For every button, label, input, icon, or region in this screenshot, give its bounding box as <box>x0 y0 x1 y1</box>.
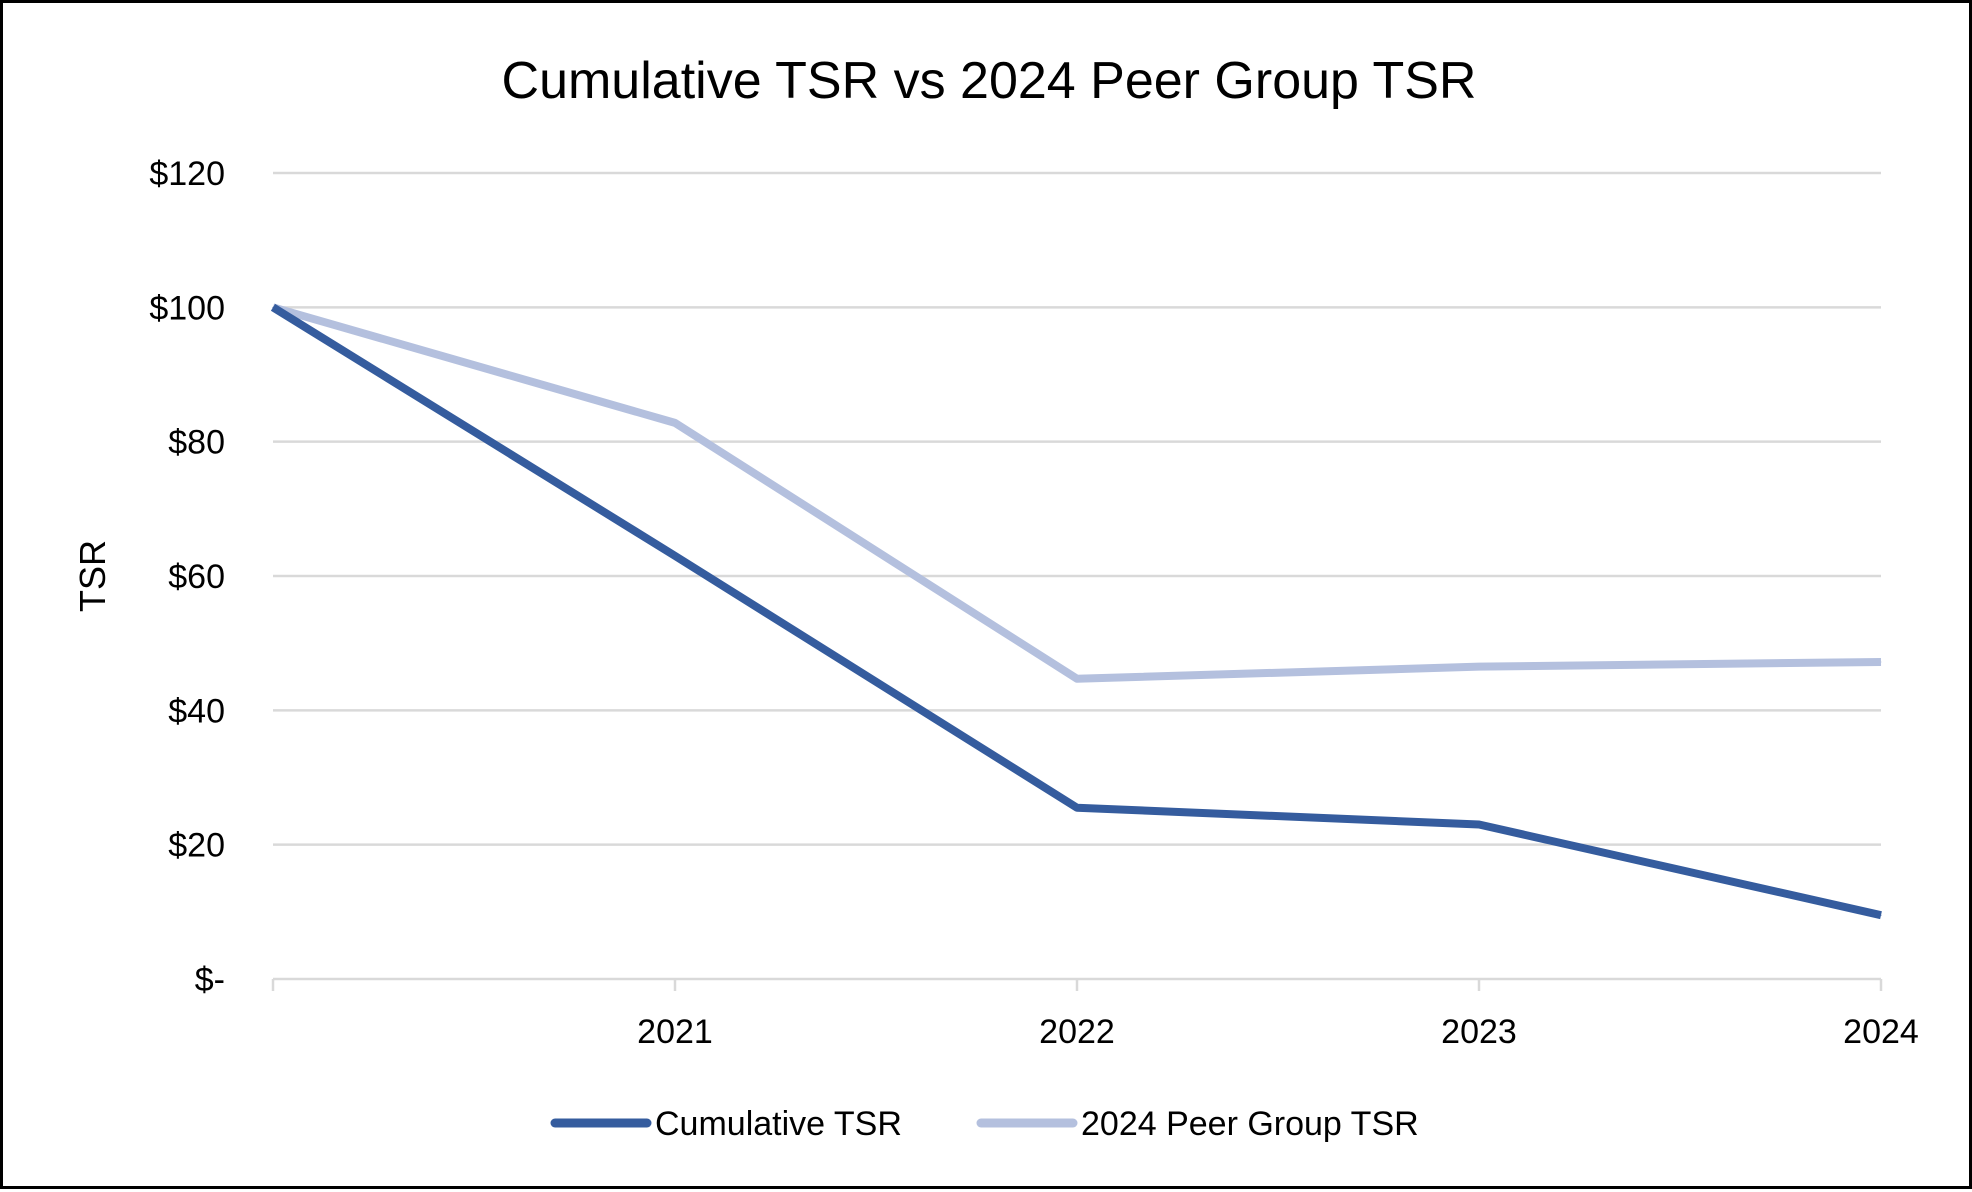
x-axis-ticks: 2021 2022 2023 2024 <box>637 1013 1919 1051</box>
legend: Cumulative TSR 2024 Peer Group TSR <box>550 1105 1419 1143</box>
data-point <box>674 555 676 557</box>
legend-label: Cumulative TSR <box>655 1105 902 1143</box>
x-tick-label: 2023 <box>1441 1013 1517 1051</box>
y-tick-label: $100 <box>149 289 225 327</box>
data-point <box>272 306 274 308</box>
chart-title: Cumulative TSR vs 2024 Peer Group TSR <box>502 52 1477 110</box>
data-point <box>1478 666 1480 668</box>
data-point <box>1076 807 1078 809</box>
data-point <box>1880 661 1882 663</box>
gridlines <box>273 171 1881 846</box>
y-tick-label: $80 <box>168 424 225 462</box>
y-tick-label: $20 <box>168 827 225 865</box>
x-tick-label: 2022 <box>1039 1013 1115 1051</box>
series-line-peer-group-tsr <box>271 303 1882 683</box>
data-point <box>1880 914 1882 916</box>
series-line-cumulative-tsr <box>270 303 1882 920</box>
data-point <box>1478 824 1480 826</box>
data-point <box>1076 678 1078 680</box>
x-tick-label: 2021 <box>637 1013 713 1051</box>
line-chart: Cumulative TSR vs 2024 Peer Group TSR TS… <box>72 52 1919 1143</box>
y-tick-label: $40 <box>168 692 225 730</box>
y-tick-label: $120 <box>149 155 225 193</box>
x-axis <box>271 977 1883 991</box>
x-tick-label: 2024 <box>1843 1013 1919 1051</box>
legend-label: 2024 Peer Group TSR <box>1081 1105 1419 1143</box>
y-axis-title: TSR <box>72 540 113 612</box>
y-axis-ticks: $- $20 $40 $60 $80 $100 $120 <box>149 155 225 999</box>
data-point <box>674 422 676 424</box>
y-tick-label: $60 <box>168 558 225 596</box>
y-tick-label: $- <box>195 961 225 999</box>
series-lines <box>270 303 1882 920</box>
